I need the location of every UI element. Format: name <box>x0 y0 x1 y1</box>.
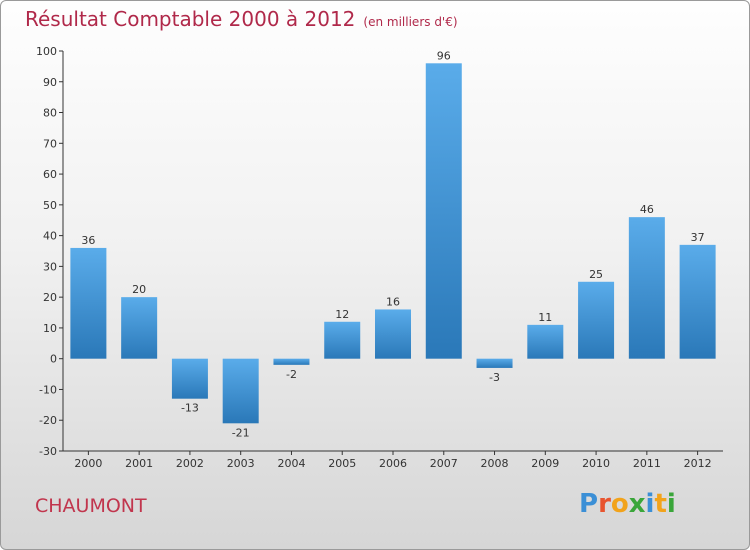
x-tick-label: 2002 <box>176 457 204 470</box>
bar-value-label: -3 <box>489 371 500 384</box>
title-main: Résultat Comptable 2000 à 2012 <box>25 7 356 31</box>
x-axis: 2000 2001 2002 2003 2004 2005 2006 2007 2008 2009… <box>63 450 723 470</box>
bar-2011 <box>628 217 665 359</box>
y-axis: -30 -20 -10 0 10 20 30 40 50 60 70 80 90 100 <box>36 45 64 458</box>
x-tick-label: 2011 <box>633 457 661 470</box>
y-tick-label: 90 <box>43 76 57 89</box>
y-tick-label: 20 <box>43 291 57 304</box>
x-tick-label: 2010 <box>582 457 610 470</box>
y-tick-label: 80 <box>43 107 57 120</box>
x-tick-label: 2001 <box>125 457 153 470</box>
bar-2012 <box>679 244 716 359</box>
y-tick-label: 60 <box>43 168 57 181</box>
y-tick-label: 0 <box>50 353 57 366</box>
y-tick-label: -20 <box>39 414 57 427</box>
x-tick-label: 2012 <box>684 457 712 470</box>
y-tick-label: 40 <box>43 230 57 243</box>
y-tick-label: 100 <box>36 45 57 58</box>
bars: 36 20 -13 -21 -2 12 16 96 -3 11 25 46 37 <box>70 49 716 439</box>
bar-value-label: 16 <box>386 295 400 308</box>
bar-2006 <box>375 309 411 359</box>
y-tick-label: -30 <box>39 445 57 458</box>
bar-2001 <box>121 297 158 359</box>
y-tick-label: 30 <box>43 260 57 273</box>
bar-2005 <box>324 321 361 359</box>
bar-value-label: 37 <box>691 231 705 244</box>
bar-value-label: 20 <box>132 283 146 296</box>
y-tick-label: 10 <box>43 322 57 335</box>
bar-value-label: -21 <box>232 426 250 439</box>
bar-2008 <box>476 358 513 368</box>
bar-2003 <box>222 358 259 424</box>
bar-2004 <box>273 358 310 365</box>
proxiti-logo: Proxiti <box>579 489 676 519</box>
bar-value-label: 12 <box>335 308 349 321</box>
x-tick-label: 2005 <box>328 457 356 470</box>
x-tick-label: 2000 <box>74 457 102 470</box>
bar-value-label: 46 <box>640 203 654 216</box>
x-tick-label: 2004 <box>277 457 305 470</box>
y-tick-label: 50 <box>43 199 57 212</box>
bar-2007 <box>425 63 462 359</box>
title-unit: (en milliers d'€) <box>363 15 458 29</box>
bar-value-label: 36 <box>81 234 95 247</box>
chart-title: Résultat Comptable 2000 à 2012 (en millie… <box>25 7 458 31</box>
bar-value-label: -13 <box>181 402 199 415</box>
x-tick-label: 2007 <box>430 457 458 470</box>
x-tick-label: 2006 <box>379 457 407 470</box>
y-tick-label: 70 <box>43 137 57 150</box>
bar-2010 <box>578 281 615 359</box>
bar-value-label: 11 <box>538 311 552 324</box>
bar-2000 <box>70 247 107 359</box>
commune-name: CHAUMONT <box>35 495 147 517</box>
x-tick-label: 2008 <box>481 457 509 470</box>
y-tick-label: -10 <box>39 383 57 396</box>
x-tick-label: 2003 <box>227 457 255 470</box>
bar-2002 <box>171 358 208 399</box>
bar-value-label: 25 <box>589 268 603 281</box>
bar-value-label: -2 <box>286 368 297 381</box>
x-tick-label: 2009 <box>531 457 559 470</box>
bar-value-label: 96 <box>437 49 451 62</box>
bar-2009 <box>527 324 564 359</box>
